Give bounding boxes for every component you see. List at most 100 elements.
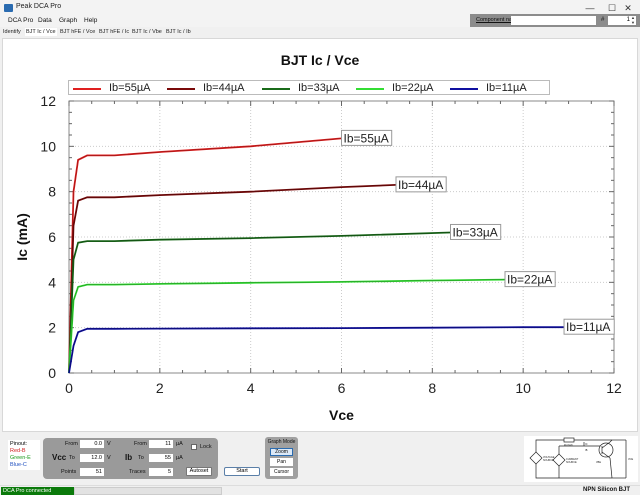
tab-bjt-ic-vbe[interactable]: BJT Ic / Vbe: [132, 29, 162, 35]
cursor-mode-button[interactable]: Cursor: [270, 468, 293, 476]
maximize-button[interactable]: ☐: [607, 3, 617, 13]
legend-line-icon: [262, 88, 290, 90]
pan-mode-button[interactable]: Pan: [270, 458, 293, 466]
x-tick-label: 6: [338, 380, 346, 396]
y-axis-label: Ic (mA): [14, 213, 30, 260]
ib-from-unit: µA: [176, 441, 183, 447]
pinout-title: Pinout:: [10, 441, 28, 447]
legend-label: Ib=44µA: [203, 82, 245, 94]
points-input[interactable]: 51: [80, 468, 104, 476]
component-number-spinner[interactable]: 1 ▲ ▼: [608, 15, 636, 25]
tab-bjt-ic-ib[interactable]: BJT Ic / Ib: [166, 29, 191, 35]
legend-label: Ib=33µA: [298, 82, 340, 94]
series-end-label: Ib=33µA: [453, 225, 498, 239]
component-name-input[interactable]: [511, 16, 596, 25]
y-tick-label: 8: [48, 184, 56, 200]
window-title: Peak DCA Pro: [16, 3, 62, 10]
pinout-emitter: Green-E: [10, 455, 31, 461]
series-end-label: Ib=44µA: [398, 178, 443, 192]
progress-bar: [74, 487, 222, 495]
ic-vce-plot[interactable]: 0 2 4 6 8 10 12 0 2 4 6 8 10 12 Vce Ic (mA) Ib=55µA Ib=44…: [0, 0, 640, 432]
pinout-box: Pinout: Red-B Green-E Blue-C: [8, 440, 40, 470]
menu-graph[interactable]: Graph: [59, 17, 78, 24]
component-name-label[interactable]: Component name: [476, 17, 520, 23]
legend-line-icon: [356, 88, 384, 90]
tab-bjt-hfe-vce[interactable]: BJT hFE / Vce: [60, 29, 96, 35]
vcc-from-unit: V: [107, 441, 111, 447]
tab-bjt-hfe-ic[interactable]: BJT hFE / Ic: [99, 29, 130, 35]
y-tick-label: 6: [48, 229, 56, 245]
vcc-to-input[interactable]: 12.0: [80, 454, 104, 462]
series-end-label-box: [504, 271, 556, 288]
zoom-mode-button[interactable]: Zoom: [270, 448, 293, 456]
series-end-label-box: [563, 318, 615, 335]
ib-to-input[interactable]: 55: [149, 454, 173, 462]
test-circuit-schematic: RLOAD IC IB VOLTAGE SOURCE CURRENT SOURC…: [524, 436, 638, 482]
autoset-button[interactable]: Autoset: [186, 467, 212, 476]
svg-text:IB: IB: [585, 449, 588, 452]
chart-title: BJT Ic / Vce: [280, 52, 360, 68]
x-tick-label: 10: [515, 380, 531, 396]
y-tick-label: 10: [40, 138, 56, 154]
y-tick-label: 2: [48, 320, 56, 336]
pinout-collector: Blue-C: [10, 462, 27, 468]
ib-from-label: From: [134, 441, 147, 447]
svg-text:CURRENT: CURRENT: [566, 458, 579, 461]
series-end-label-box: [450, 223, 502, 240]
component-name-box: Component name # 1 ▲ ▼: [470, 14, 640, 27]
pinout-base: Red-B: [10, 448, 26, 454]
graph-mode-title: Graph Mode: [267, 439, 296, 445]
start-button[interactable]: Start: [224, 467, 260, 476]
traces-input[interactable]: 5: [149, 468, 173, 476]
chart-legend: Ib=55µA Ib=44µA Ib=33µA Ib=22µA Ib=11µA: [68, 80, 550, 95]
lock-checkbox[interactable]: [191, 444, 197, 450]
connection-status: DCA Pro connected: [1, 487, 74, 495]
points-label: Points: [61, 469, 77, 475]
series-end-label-box: [341, 129, 393, 146]
tab-identify[interactable]: Identify: [3, 29, 21, 35]
x-axis-label: Vce: [329, 407, 354, 423]
series-end-label: Ib=55µA: [344, 131, 389, 145]
y-tick-label: 4: [48, 274, 56, 290]
x-tick-label: 8: [428, 380, 436, 396]
y-tick-label: 12: [40, 93, 56, 109]
svg-text:VOLTAGE: VOLTAGE: [543, 456, 555, 459]
title-bar: Peak DCA Pro — ☐ ✕: [0, 0, 640, 16]
hash-label: #: [601, 17, 605, 23]
vcc-from-label: From: [65, 441, 78, 447]
component-number-value: 1: [626, 17, 630, 23]
y-tick-label: 0: [48, 365, 56, 381]
legend-line-icon: [73, 88, 101, 90]
menu-help[interactable]: Help: [84, 17, 98, 24]
menu-bar: DCA Pro Data Graph Help: [0, 16, 640, 27]
x-tick-label: 0: [65, 380, 73, 396]
svg-text:RLOAD: RLOAD: [564, 444, 573, 447]
ib-from-input[interactable]: 11: [149, 440, 173, 448]
svg-text:VCE: VCE: [628, 458, 633, 461]
ib-to-label: To: [138, 455, 144, 461]
x-tick-label: 2: [156, 380, 164, 396]
svg-text:VBE: VBE: [596, 461, 601, 464]
spinner-arrows-icon[interactable]: ▲ ▼: [631, 15, 635, 25]
tab-bjt-ic-vce[interactable]: BJT Ic / Vce: [25, 28, 57, 36]
close-button[interactable]: ✕: [624, 3, 632, 13]
device-type: NPN Silicon BJT: [582, 487, 630, 493]
sweep-settings-panel: From 0.0 V Vcc To 12.0 V Points 51 From …: [43, 438, 218, 479]
graph-mode-panel: Graph Mode Zoom Pan Cursor: [265, 437, 298, 479]
x-tick-label: 4: [247, 380, 255, 396]
ib-label: Ib: [125, 453, 133, 462]
ib-to-unit: µA: [176, 455, 183, 461]
lock-label: Lock: [200, 444, 212, 450]
x-tick-label: 12: [606, 380, 622, 396]
vcc-label: Vcc: [52, 453, 67, 462]
series-end-label: Ib=22µA: [507, 273, 552, 287]
menu-data[interactable]: Data: [38, 17, 52, 24]
series-end-label-box: [395, 176, 447, 193]
vcc-from-input[interactable]: 0.0: [80, 440, 104, 448]
menu-dca-pro[interactable]: DCA Pro: [8, 17, 34, 24]
circuit-diagram-icon: RLOAD IC IB VOLTAGE SOURCE CURRENT SOURC…: [529, 437, 633, 479]
legend-label: Ib=55µA: [109, 82, 151, 94]
svg-text:SOURCE: SOURCE: [566, 461, 577, 464]
minimize-button[interactable]: —: [585, 3, 595, 13]
tab-bar: Identify BJT Ic / Vce BJT hFE / Vce BJT …: [0, 27, 640, 38]
